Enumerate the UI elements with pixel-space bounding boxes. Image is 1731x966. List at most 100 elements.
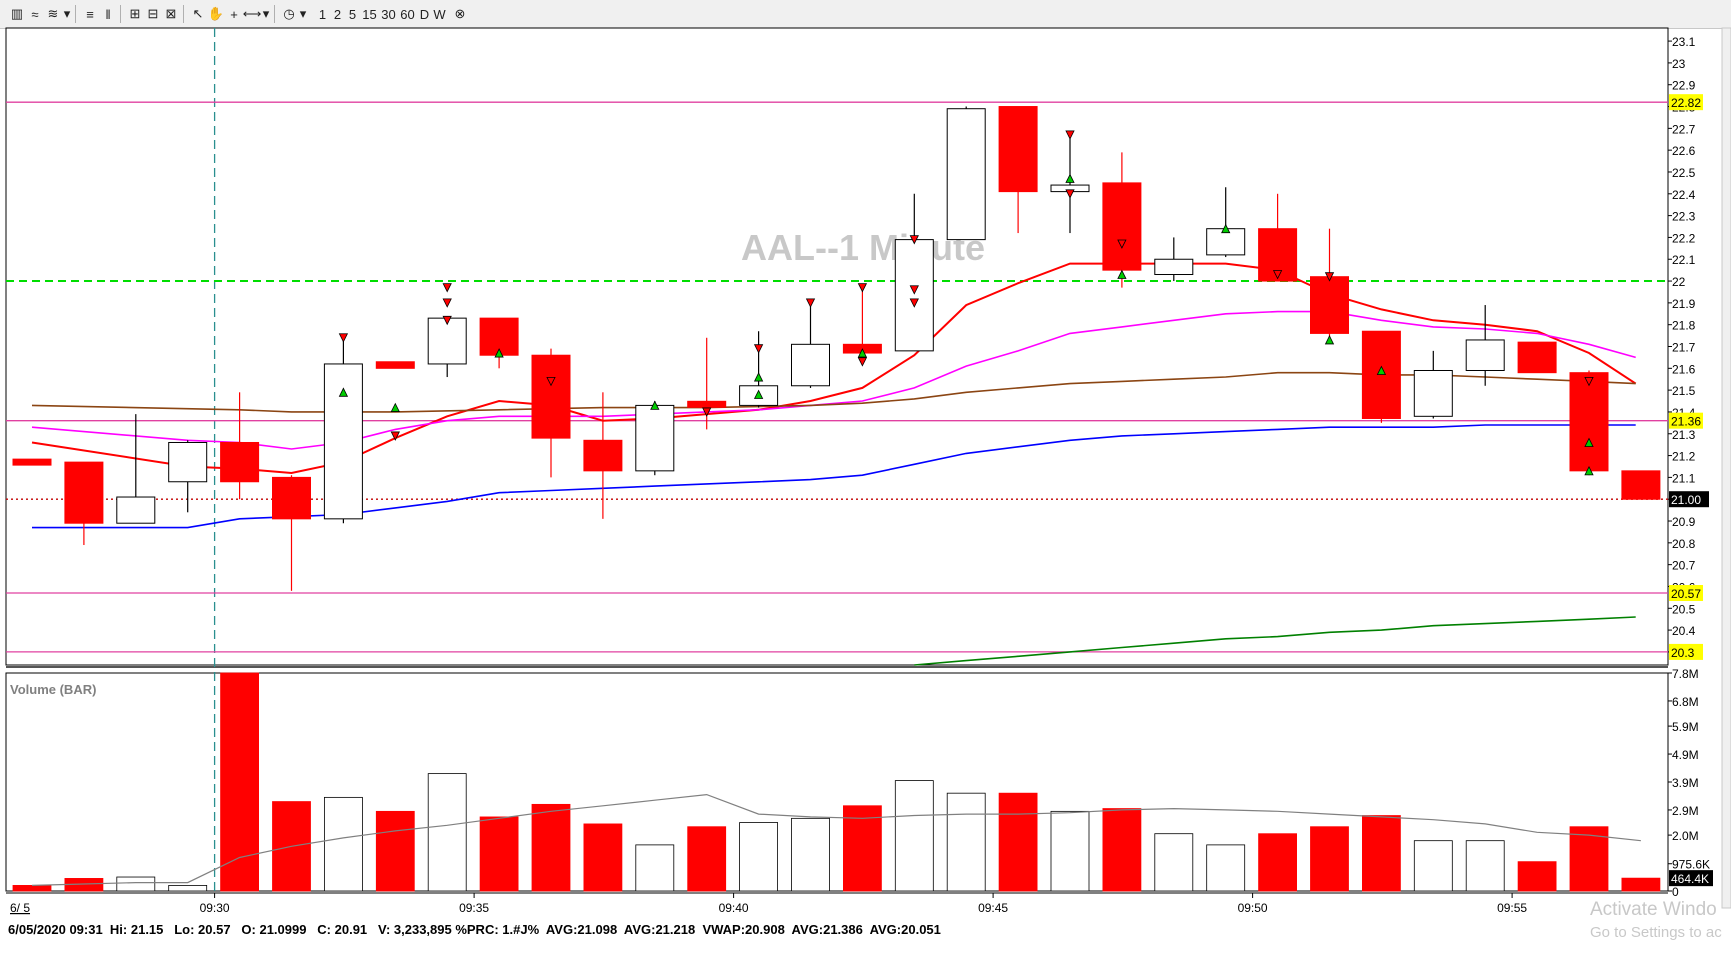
volume-bar-up: [1154, 833, 1194, 892]
sell-signal-marker: [1065, 189, 1075, 199]
candle-body-down: [998, 106, 1038, 193]
volume-bar-up: [739, 822, 778, 892]
volume-tick-label: 4.9M: [1672, 748, 1699, 762]
buy-signal-marker: [753, 372, 764, 382]
buy-signal-marker: [1065, 173, 1075, 183]
volume-pane-title: Volume (BAR): [10, 682, 96, 697]
candle-body-up: [635, 404, 675, 472]
price-level-tag: [1669, 491, 1709, 508]
price-tick-label: 23.1: [1672, 35, 1696, 49]
time-tick-label: 09:45: [978, 901, 1008, 915]
hand-icon[interactable]: ✋: [207, 6, 225, 21]
interval-button-d[interactable]: D: [419, 6, 430, 22]
price-tick-label: 22.7: [1672, 122, 1696, 136]
candle-body-up: [1465, 339, 1505, 371]
time-axis-date-label: 6/ 5: [10, 901, 30, 915]
volume-bar-down: [1258, 833, 1297, 892]
volume-bar-down: [1310, 826, 1349, 892]
sell-signal-marker: [857, 283, 868, 293]
price-level-label: 21.36: [1671, 415, 1701, 429]
price-level-tag: [1669, 94, 1703, 111]
toolbar-separator: [120, 5, 121, 23]
columns-icon[interactable]: ‖: [105, 6, 111, 22]
volume-bar-up: [323, 796, 363, 892]
sell-signal-marker: [857, 357, 868, 367]
candle-body-up: [1154, 258, 1194, 276]
sell-signal-marker: [1117, 239, 1127, 249]
chart-toolbar: ▥ ≈ ≋ ▾ ≡ ‖ ⊞ ⊟ ⊠ ↖ ✋ + ⟷ ▾ ◷ ▾ 1 2 5 15 30 60 D W ⊗: [0, 0, 1731, 29]
vertical-scrollbar[interactable]: [1721, 27, 1731, 909]
watermark-line2: Go to Settings to ac: [1590, 924, 1722, 941]
volume-bar-up: [1465, 840, 1505, 892]
candle-body-down: [1569, 372, 1609, 472]
time-tick-label: 09:30: [200, 901, 230, 915]
windows-activation-watermark: Activate Windo Go to Settings to ac: [1590, 898, 1722, 944]
interval-button-15[interactable]: 15: [362, 6, 377, 22]
volume-bar-down: [531, 803, 571, 892]
price-tick-label: 21.7: [1672, 341, 1696, 355]
interval-button-w[interactable]: W: [433, 6, 446, 22]
clock-icon[interactable]: ◷: [283, 6, 295, 21]
line-chart-icon[interactable]: ≈: [31, 6, 39, 22]
candle-body-down: [1310, 276, 1349, 334]
interval-button-2[interactable]: 2: [333, 6, 342, 22]
interval-button-1[interactable]: 1: [318, 6, 327, 22]
volume-bar-up: [168, 885, 208, 892]
price-tick-label: 22.4: [1672, 188, 1696, 202]
buy-signal-marker: [1584, 437, 1594, 447]
volume-average-line: [31, 793, 1641, 886]
interval-dropdown-icon[interactable]: ▾: [299, 6, 307, 21]
sell-signal-marker: [909, 235, 919, 245]
price-tick-label: 21.8: [1672, 319, 1696, 333]
volume-bar-up: [1413, 840, 1453, 892]
price-tick-label: 21.5: [1672, 384, 1696, 398]
chart-type-dropdown-icon[interactable]: ▾: [63, 6, 71, 21]
volume-tick-label: 0: [1672, 885, 1679, 899]
chart-type-menu-icon[interactable]: ≋: [47, 6, 59, 21]
zoom-fit-icon[interactable]: ⊞: [129, 6, 141, 21]
volume-bar-down: [1621, 877, 1661, 892]
volume-bar-down: [1569, 826, 1609, 892]
candlestick-chart-icon[interactable]: ▥: [10, 6, 24, 21]
candle-body-down: [12, 458, 52, 466]
pointer-icon[interactable]: ↖: [192, 6, 204, 21]
interval-button-5[interactable]: 5: [348, 6, 357, 22]
sell-signal-marker: [909, 298, 919, 308]
zoom-reset-icon[interactable]: ⊠: [165, 6, 177, 21]
chart-title: AAL--1 Minute: [741, 227, 985, 268]
sell-signal-marker: [1324, 272, 1335, 282]
volume-tick-label: 7.8M: [1672, 667, 1699, 681]
candle-body-down: [375, 361, 415, 369]
crosshair-icon[interactable]: +: [230, 6, 238, 22]
sell-signal-marker: [1065, 130, 1075, 140]
close-chart-icon[interactable]: ⊗: [454, 6, 466, 21]
candle-body-up: [323, 363, 363, 520]
volume-bar-down: [1517, 861, 1557, 892]
bars-icon[interactable]: ≡: [86, 6, 94, 22]
volume-bar-up: [1050, 810, 1090, 892]
volume-tick-label: 2.9M: [1672, 804, 1699, 818]
volume-last-label: 464.4K: [1671, 872, 1709, 886]
buy-signal-marker: [753, 389, 764, 399]
price-level-label: 20.57: [1671, 587, 1701, 601]
zoom-window-icon[interactable]: ⊟: [147, 6, 159, 21]
candle-body-down: [687, 400, 727, 408]
price-tick-label: 21.2: [1672, 450, 1696, 464]
volume-bar-down: [375, 810, 415, 892]
time-tick-label: 09:50: [1238, 901, 1268, 915]
drawing-dropdown-icon[interactable]: ▾: [262, 6, 270, 21]
volume-bar-down: [998, 792, 1038, 892]
volume-bar-down: [12, 885, 52, 892]
volume-bar-up: [894, 780, 934, 892]
interval-button-60[interactable]: 60: [400, 6, 415, 22]
interval-button-30[interactable]: 30: [381, 6, 396, 22]
volume-bar-up: [1206, 844, 1246, 892]
buy-signal-marker: [1324, 335, 1335, 345]
trendline-icon[interactable]: ⟷: [242, 6, 262, 21]
volume-bar-down: [843, 805, 882, 892]
sell-signal-marker: [702, 407, 712, 417]
sell-signal-marker: [442, 283, 452, 293]
price-tick-label: 21.9: [1672, 297, 1696, 311]
volume-bar-down: [1362, 815, 1401, 892]
